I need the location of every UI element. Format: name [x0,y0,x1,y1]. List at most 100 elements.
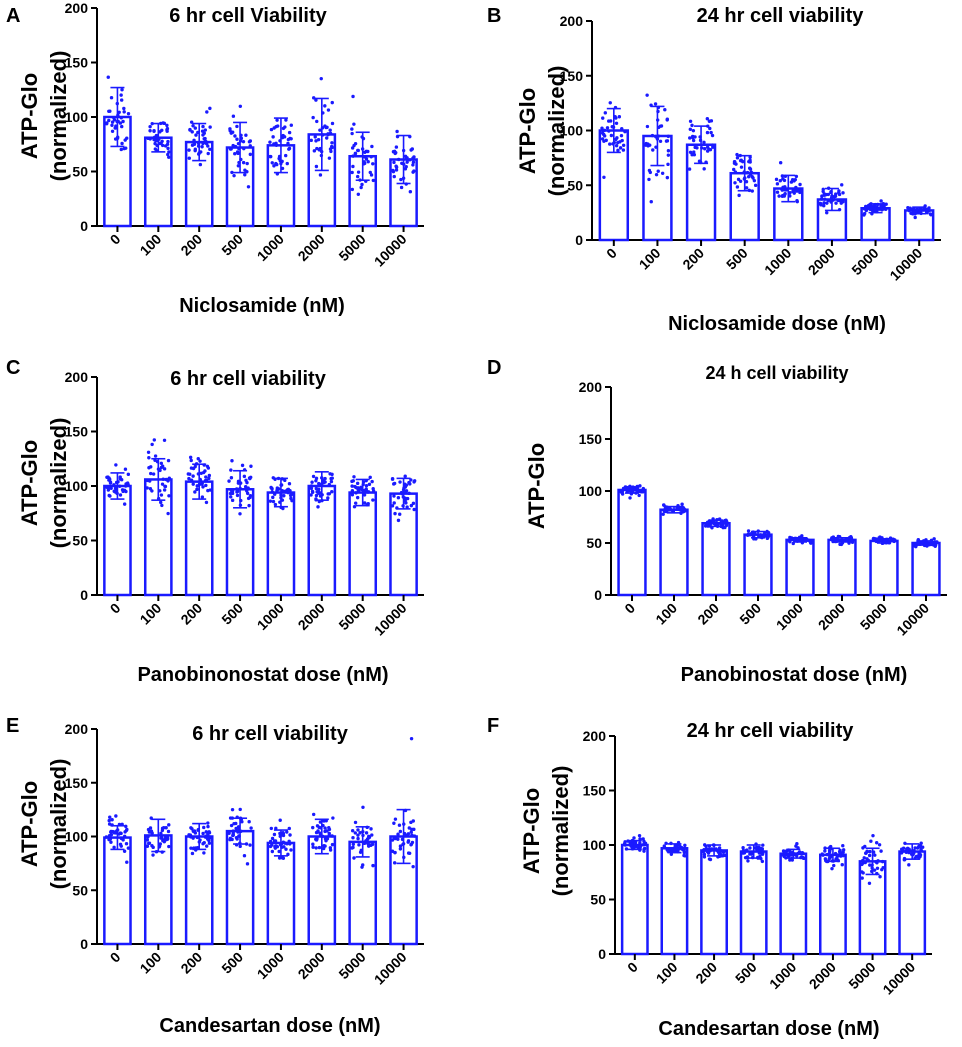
data-point [236,826,241,830]
data-point [194,133,198,137]
data-point [371,178,376,183]
data-point [355,481,360,486]
data-point [149,830,153,834]
data-point [350,479,354,484]
data-point [632,836,636,840]
data-point [162,438,167,442]
data-point [935,540,939,544]
data-point [316,137,321,142]
data-point [628,496,632,500]
data-point [193,126,198,130]
data-point [311,115,315,120]
data-point [240,463,245,468]
data-point [871,537,876,541]
data-point [159,831,163,836]
data-point [309,484,314,488]
data-point [314,164,319,169]
data-point [245,862,250,866]
data-point [741,846,745,850]
data-point [850,539,854,544]
data-point [167,823,171,827]
data-point [665,175,670,180]
data-point [229,476,234,480]
data-point [164,826,168,830]
data-point [789,180,794,184]
data-point [680,502,684,506]
data-point [163,144,168,148]
data-point [746,859,750,863]
data-point [289,848,293,852]
x-tick-label: 1000 [773,600,806,633]
data-point [106,75,110,79]
bar [103,484,132,597]
data-point [745,533,750,538]
data-point [286,137,291,142]
data-point [277,856,282,860]
data-point [126,472,131,477]
data-point [825,210,829,215]
chart-title: 24 hr cell viability [697,5,865,27]
data-point [351,164,355,169]
data-point [161,477,165,481]
data-point [793,188,798,192]
data-point [368,475,372,480]
data-point [744,849,749,853]
data-point [228,127,232,131]
data-point [271,495,275,500]
data-point [369,155,373,159]
data-point [392,836,396,840]
data-point [207,841,212,845]
data-point [281,506,285,511]
data-point [268,499,273,503]
data-point [412,169,416,173]
data-point [112,483,116,487]
data-point [841,848,846,852]
data-point [241,139,246,144]
data-point [752,178,757,183]
data-point [109,486,113,490]
data-point [782,854,786,859]
data-point [356,828,360,832]
data-point [637,493,641,498]
data-point [798,187,802,192]
data-point [272,164,276,168]
data-point [203,128,208,132]
data-point [281,831,286,836]
data-point [242,146,246,151]
data-point [608,142,612,146]
data-point [879,199,883,203]
data-point [919,208,923,213]
data-point [268,140,272,144]
data-point [162,467,167,471]
data-point [662,846,667,850]
data-point [311,96,316,100]
panel-a: A 6 hr cell Viability ATP-Glo (normalize… [6,0,424,317]
data-point [794,185,798,190]
data-point [860,876,864,880]
data-point [227,479,231,483]
data-point [314,139,318,143]
data-point [832,863,836,868]
data-point [867,853,872,858]
data-point [246,486,250,490]
data-point [318,128,322,132]
data-point [145,844,150,848]
y-tick-label: 0 [80,587,88,603]
data-point [863,860,868,865]
data-point [932,537,936,541]
data-point [235,124,239,129]
data-point [230,130,235,134]
bar [869,539,899,597]
data-point [750,174,754,179]
data-point [875,866,880,870]
data-point [666,134,671,139]
data-point [876,859,880,863]
data-point [828,856,832,860]
data-point [864,208,869,213]
data-point [623,487,627,491]
data-point [160,836,164,840]
data-point [368,170,372,175]
data-point [323,826,327,830]
data-point [151,472,156,476]
